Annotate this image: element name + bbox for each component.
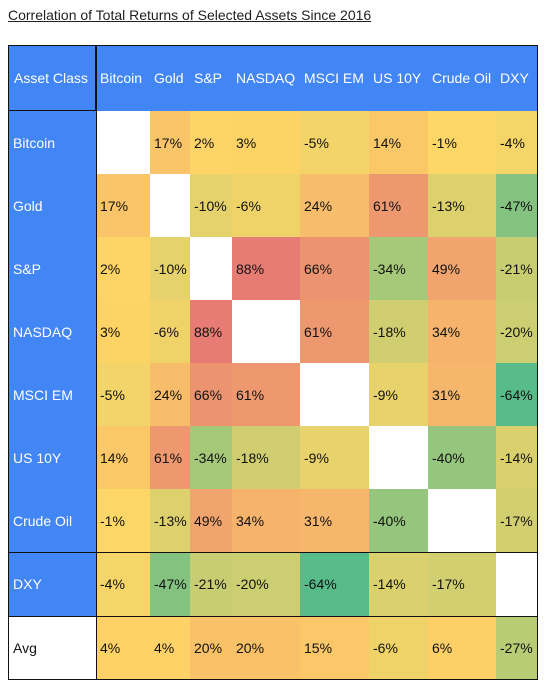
heatmap-cell: 2% bbox=[96, 237, 150, 300]
avg-cell: 6% bbox=[428, 616, 496, 680]
heatmap-cell: 3% bbox=[96, 300, 150, 363]
heatmap-cell: 61% bbox=[150, 426, 190, 489]
heatmap-cell: -20% bbox=[496, 300, 538, 363]
heatmap-cell: -47% bbox=[496, 174, 538, 237]
heatmap-cell: -1% bbox=[428, 111, 496, 174]
heatmap-cell: 24% bbox=[150, 363, 190, 426]
heatmap-cell: -4% bbox=[96, 552, 150, 616]
avg-cell: 4% bbox=[150, 616, 190, 680]
heatmap-cell: -18% bbox=[232, 426, 300, 489]
heatmap-cell: -6% bbox=[150, 300, 190, 363]
diagonal-cell-empty bbox=[496, 552, 538, 616]
diagonal-cell-empty bbox=[232, 300, 300, 363]
heatmap-cell: -6% bbox=[232, 174, 300, 237]
heatmap-cell: -40% bbox=[369, 489, 428, 552]
row-label: Bitcoin bbox=[8, 111, 96, 174]
row-label: S&P bbox=[8, 237, 96, 300]
heatmap-cell: 49% bbox=[428, 237, 496, 300]
heatmap-cell: 49% bbox=[190, 489, 232, 552]
heatmap-cell: 14% bbox=[96, 426, 150, 489]
diagonal-cell-empty bbox=[369, 426, 428, 489]
row-label: Crude Oil bbox=[8, 489, 96, 552]
heatmap-cell: -4% bbox=[496, 111, 538, 174]
column-header: NASDAQ bbox=[232, 45, 300, 111]
row-label: NASDAQ bbox=[8, 300, 96, 363]
heatmap-cell: -17% bbox=[428, 552, 496, 616]
avg-cell: 20% bbox=[190, 616, 232, 680]
chart-title: Correlation of Total Returns of Selected… bbox=[8, 7, 372, 23]
heatmap-cell: 3% bbox=[232, 111, 300, 174]
heatmap-cell: -9% bbox=[300, 426, 369, 489]
heatmap-cell: 17% bbox=[150, 111, 190, 174]
heatmap-cell: -17% bbox=[496, 489, 538, 552]
column-header: MSCI EM bbox=[300, 45, 369, 111]
heatmap-cell: 14% bbox=[369, 111, 428, 174]
diagonal-cell-empty bbox=[190, 237, 232, 300]
heatmap-cell: 88% bbox=[190, 300, 232, 363]
diagonal-cell-empty bbox=[428, 489, 496, 552]
heatmap-cell: -64% bbox=[496, 363, 538, 426]
heatmap-cell: 88% bbox=[232, 237, 300, 300]
row-label: US 10Y bbox=[8, 426, 96, 489]
heatmap-cell: 2% bbox=[190, 111, 232, 174]
heatmap-cell: -5% bbox=[96, 363, 150, 426]
heatmap-cell: -64% bbox=[300, 552, 369, 616]
row-label: DXY bbox=[8, 552, 96, 616]
heatmap-cell: -34% bbox=[369, 237, 428, 300]
column-header: Gold bbox=[150, 45, 190, 111]
heatmap-cell: -18% bbox=[369, 300, 428, 363]
heatmap-cell: 61% bbox=[232, 363, 300, 426]
heatmap-cell: 34% bbox=[232, 489, 300, 552]
avg-cell: 15% bbox=[300, 616, 369, 680]
heatmap-cell: -47% bbox=[150, 552, 190, 616]
avg-cell: 20% bbox=[232, 616, 300, 680]
heatmap-cell: 31% bbox=[300, 489, 369, 552]
avg-cell: -27% bbox=[496, 616, 538, 680]
column-header: DXY bbox=[496, 45, 538, 111]
column-header: S&P bbox=[190, 45, 232, 111]
heatmap-cell: 34% bbox=[428, 300, 496, 363]
avg-cell: -6% bbox=[369, 616, 428, 680]
heatmap-cell: -10% bbox=[190, 174, 232, 237]
heatmap-cell: -5% bbox=[300, 111, 369, 174]
heatmap-cell: 24% bbox=[300, 174, 369, 237]
column-header: Crude Oil bbox=[428, 45, 496, 111]
column-header: US 10Y bbox=[369, 45, 428, 111]
heatmap-cell: -14% bbox=[369, 552, 428, 616]
heatmap-cell: -9% bbox=[369, 363, 428, 426]
heatmap-cell: 61% bbox=[300, 300, 369, 363]
diagonal-cell-empty bbox=[300, 363, 369, 426]
row-label: Gold bbox=[8, 174, 96, 237]
heatmap-cell: -13% bbox=[428, 174, 496, 237]
avg-row-label: Avg bbox=[8, 616, 96, 680]
diagonal-cell-empty bbox=[150, 174, 190, 237]
heatmap-cell: -1% bbox=[96, 489, 150, 552]
heatmap-cell: -21% bbox=[190, 552, 232, 616]
heatmap-cell: -20% bbox=[232, 552, 300, 616]
avg-cell: 4% bbox=[96, 616, 150, 680]
diagonal-cell-empty bbox=[96, 111, 150, 174]
heatmap-cell: -21% bbox=[496, 237, 538, 300]
column-header: Bitcoin bbox=[96, 45, 150, 111]
heatmap-cell: 66% bbox=[300, 237, 369, 300]
heatmap-cell: -34% bbox=[190, 426, 232, 489]
heatmap-cell: -13% bbox=[150, 489, 190, 552]
heatmap-cell: -10% bbox=[150, 237, 190, 300]
row-label: MSCI EM bbox=[8, 363, 96, 426]
heatmap-cell: -40% bbox=[428, 426, 496, 489]
heatmap-cell: 61% bbox=[369, 174, 428, 237]
heatmap-cell: -14% bbox=[496, 426, 538, 489]
heatmap-cell: 66% bbox=[190, 363, 232, 426]
header-corner-label: Asset Class bbox=[8, 45, 96, 111]
heatmap-cell: 17% bbox=[96, 174, 150, 237]
heatmap-cell: 31% bbox=[428, 363, 496, 426]
